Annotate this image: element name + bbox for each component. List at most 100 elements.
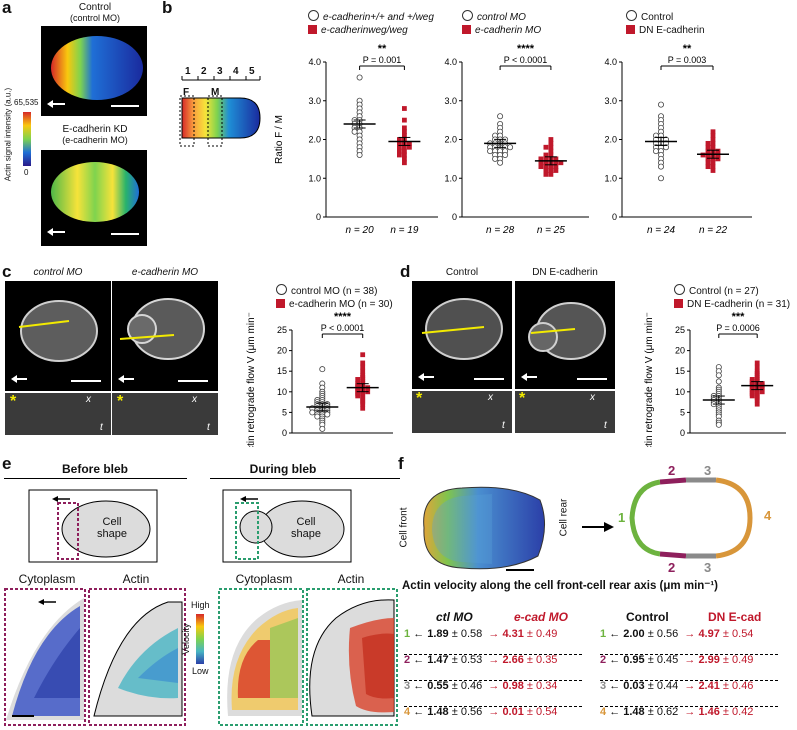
panel-c-kymo1-x: x xyxy=(86,394,91,405)
right-arrow-icon: → xyxy=(488,680,500,692)
b2-legend-filled: e-cadherin MO xyxy=(462,25,541,36)
data-point-filled xyxy=(705,144,711,150)
row-divider xyxy=(600,654,778,655)
data-point-filled xyxy=(715,152,721,158)
data-point-filled xyxy=(705,152,711,158)
row-index: 3 xyxy=(600,680,607,692)
data-point-filled xyxy=(710,168,716,173)
data-point-filled xyxy=(705,148,711,154)
e-before-cytoplasm-field xyxy=(4,588,86,726)
left-arrow-icon: ← xyxy=(609,654,621,666)
data-point-filled xyxy=(543,144,549,150)
y-tick-label: 0 xyxy=(612,212,617,222)
ctl-error: ± 0.53 xyxy=(451,654,483,666)
right-arrow-icon: → xyxy=(684,628,696,640)
table-right-header-2: DN E-cad xyxy=(708,610,762,624)
data-point-filled xyxy=(754,401,760,407)
y-tick-label: 0 xyxy=(680,428,685,438)
data-point-filled xyxy=(715,148,721,154)
y-tick-label: 1.0 xyxy=(444,173,457,183)
e-during-cytoplasm-label: Cytoplasm xyxy=(235,572,293,586)
schematic-tick-label-5: 5 xyxy=(249,66,255,77)
data-point-filled xyxy=(538,160,544,166)
data-point-open xyxy=(314,413,321,420)
b1-legend-open: e-cadherin+/+ and +/weg xyxy=(308,10,434,23)
data-point-open xyxy=(658,175,665,182)
category-label: n = 25 xyxy=(537,225,566,236)
table-row: 3 ← 0.03 ± 0.44 → 2.41 ± 0.46 xyxy=(600,680,753,692)
before-bleb-rule xyxy=(4,478,187,479)
e-before-actin-label: Actin xyxy=(122,572,150,586)
data-point-open xyxy=(497,159,504,166)
data-point-filled xyxy=(558,160,564,166)
chart-d: 0 5 10 15 20 25 Actin retrograde flow V (μm mi… xyxy=(644,312,786,447)
data-point-filled xyxy=(548,144,554,150)
right-arrow-icon: → xyxy=(488,654,500,666)
data-point-filled xyxy=(553,160,559,166)
cell-front-label: Cell front xyxy=(398,507,410,548)
control-value: 2.00 xyxy=(623,628,645,640)
category-label: n = 28 xyxy=(486,225,515,236)
y-tick-label: 4.0 xyxy=(604,57,617,67)
data-point-filled xyxy=(710,164,716,170)
data-point-open xyxy=(324,411,331,418)
panel-c-kymo1-star: * xyxy=(10,393,17,410)
segment-3-top-label: 3 xyxy=(704,463,712,478)
panel-d-img2-label: DN E-cadherin xyxy=(532,267,598,278)
row-index: 4 xyxy=(404,706,411,718)
data-point-open xyxy=(715,421,722,428)
table-row: 1 ← 2.00 ± 0.56 → 4.97 ± 0.54 xyxy=(600,628,753,640)
data-point-filled xyxy=(397,137,402,142)
red-square-marker xyxy=(308,25,317,34)
data-point-filled xyxy=(543,168,549,173)
data-point-filled xyxy=(355,377,361,382)
velocity-colorbar xyxy=(196,614,204,664)
velocity-table-title: Actin velocity along the cell front-cell… xyxy=(402,580,719,592)
control-value: 0.95 xyxy=(623,654,645,666)
data-point-open xyxy=(319,425,326,432)
dn-value: 2.99 xyxy=(698,654,720,666)
b1-legend-filled: e-cadherinweg/weg xyxy=(308,25,434,36)
table-row: 2 ← 0.95 ± 0.45 → 2.99 ± 0.49 xyxy=(600,654,753,666)
control-value: 0.03 xyxy=(623,680,645,692)
y-tick-label: 20 xyxy=(277,346,287,356)
data-point-filled xyxy=(402,133,407,139)
data-point-filled xyxy=(360,368,366,374)
control-actin-heatmap xyxy=(47,36,143,108)
b3-legend-filled: DN E-cadherin xyxy=(626,25,705,36)
ecad-value: 2.66 xyxy=(502,654,524,666)
y-tick-label: 1.0 xyxy=(604,173,617,183)
ecad-error: ± 0.54 xyxy=(526,706,558,718)
y-tick-label: 5 xyxy=(282,407,287,417)
chart-b3: 0 1.0 2.0 3.0 4.0 n = 24 n = 22 P = 0.003** xyxy=(604,43,752,236)
data-point-open xyxy=(309,409,316,416)
schematic-ticks xyxy=(181,76,261,80)
c-legend-filled: e-cadherin MO (n = 30) xyxy=(276,299,393,310)
segment-2-bottom-label: 2 xyxy=(668,560,676,575)
right-arrow-icon: → xyxy=(684,680,696,692)
y-tick-label: 10 xyxy=(277,387,287,397)
data-point-filled xyxy=(543,164,549,170)
data-point-filled xyxy=(407,140,412,146)
data-point-filled xyxy=(548,140,554,146)
ecad-value: 0.01 xyxy=(502,706,524,718)
y-tick-label: 3.0 xyxy=(308,96,321,106)
table-row: 1 ← 1.89 ± 0.58 → 4.31 ± 0.49 xyxy=(404,628,557,640)
ctl-error: ± 0.46 xyxy=(451,680,483,692)
data-point-filled xyxy=(360,352,366,358)
cell-rear-label: Cell rear xyxy=(558,498,570,537)
data-point-filled xyxy=(397,148,402,154)
y-tick-label: 4.0 xyxy=(444,57,457,67)
y-tick-label: 15 xyxy=(675,366,685,376)
panel-a-kd-image xyxy=(41,150,147,246)
row-index: 3 xyxy=(404,680,411,692)
p-value-label: P < 0.0001 xyxy=(321,323,365,333)
data-point-filled xyxy=(710,137,716,142)
panel-c-img2-label: e-cadherin MO xyxy=(131,267,199,278)
data-point-filled xyxy=(402,106,407,111)
panel-d-kymo1-x: x xyxy=(488,392,493,403)
panel-d-kymo2 xyxy=(515,391,615,433)
significance-stars: *** xyxy=(732,312,746,323)
y-tick-label: 2.0 xyxy=(604,135,617,145)
data-point-filled xyxy=(538,156,544,162)
